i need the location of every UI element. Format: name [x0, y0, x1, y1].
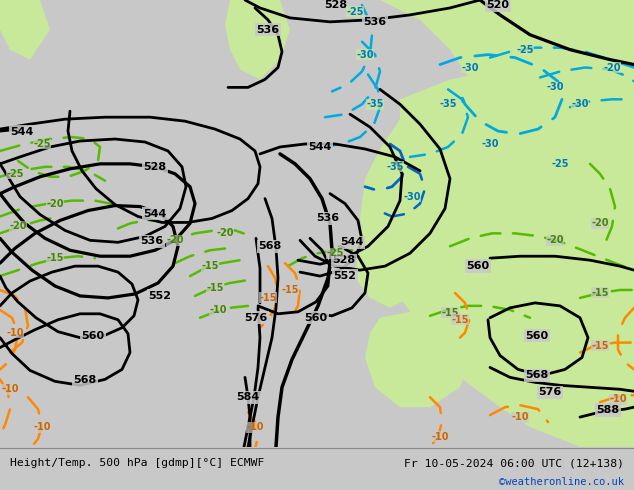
Text: -15: -15	[201, 261, 219, 271]
Text: 552: 552	[148, 291, 172, 301]
Text: -15: -15	[46, 253, 64, 263]
Text: -30: -30	[403, 192, 421, 201]
Text: 560: 560	[467, 261, 489, 271]
Text: -20: -20	[592, 219, 609, 228]
Text: ©weatheronline.co.uk: ©weatheronline.co.uk	[500, 477, 624, 487]
Text: -25: -25	[33, 139, 51, 149]
Text: -35: -35	[366, 99, 384, 109]
Text: -10: -10	[33, 422, 51, 432]
Text: 568: 568	[74, 375, 96, 385]
Text: Height/Temp. 500 hPa [gdmp][°C] ECMWF: Height/Temp. 500 hPa [gdmp][°C] ECMWF	[10, 458, 264, 468]
Text: -25: -25	[327, 248, 344, 258]
Polygon shape	[355, 219, 420, 308]
Text: 536: 536	[256, 25, 280, 35]
Text: -15: -15	[592, 341, 609, 350]
Text: -10: -10	[431, 432, 449, 442]
Text: -30: -30	[481, 139, 499, 149]
Text: -20: -20	[603, 63, 621, 73]
Polygon shape	[0, 0, 50, 60]
Text: -25: -25	[6, 169, 23, 179]
Text: -25: -25	[516, 45, 534, 55]
Text: -10: -10	[209, 305, 227, 315]
Text: 584: 584	[236, 392, 260, 402]
Text: -10: -10	[1, 384, 19, 394]
Text: -30: -30	[547, 82, 564, 93]
Text: -10: -10	[246, 422, 264, 432]
Polygon shape	[360, 70, 634, 447]
Text: -20: -20	[46, 198, 64, 209]
Text: -35: -35	[386, 162, 404, 172]
Text: -10: -10	[609, 394, 627, 404]
Text: 576: 576	[538, 387, 562, 397]
Text: -25: -25	[551, 159, 569, 169]
Text: 536: 536	[316, 214, 340, 223]
Text: Fr 10-05-2024 06:00 UTC (12+138): Fr 10-05-2024 06:00 UTC (12+138)	[404, 458, 624, 468]
Text: 528: 528	[332, 255, 356, 265]
Text: -30: -30	[571, 99, 589, 109]
Text: -20: -20	[166, 235, 184, 245]
Text: 544: 544	[10, 127, 34, 137]
Text: -15: -15	[259, 293, 277, 303]
Text: 568: 568	[526, 370, 548, 380]
Text: -35: -35	[439, 99, 456, 109]
Text: -20: -20	[10, 221, 27, 231]
Text: 560: 560	[526, 331, 548, 341]
Text: 588: 588	[597, 405, 619, 415]
Polygon shape	[260, 0, 634, 109]
Text: -20: -20	[216, 228, 234, 238]
Polygon shape	[225, 0, 290, 79]
Text: 568: 568	[259, 241, 281, 251]
Text: 544: 544	[143, 209, 167, 219]
Text: 552: 552	[333, 271, 356, 281]
Text: 560: 560	[81, 331, 105, 341]
Text: 576: 576	[244, 313, 268, 323]
Text: 544: 544	[340, 237, 364, 247]
Text: -30: -30	[462, 63, 479, 73]
Text: -15: -15	[281, 285, 299, 295]
Text: 536: 536	[363, 17, 387, 27]
Text: -30: -30	[356, 49, 374, 60]
Text: -10: -10	[6, 328, 23, 338]
Text: 536: 536	[141, 236, 164, 246]
Text: 544: 544	[308, 142, 332, 152]
Text: -20: -20	[547, 235, 564, 245]
Text: 560: 560	[304, 313, 328, 323]
Text: -25: -25	[346, 7, 364, 17]
Text: -15: -15	[451, 315, 469, 325]
Text: -10: -10	[511, 412, 529, 422]
Text: 528: 528	[325, 0, 347, 10]
Text: 528: 528	[143, 162, 167, 172]
Text: -15: -15	[441, 308, 459, 318]
Text: -15: -15	[206, 283, 224, 293]
Text: 520: 520	[486, 0, 510, 10]
Text: -15: -15	[592, 288, 609, 298]
Polygon shape	[365, 308, 470, 407]
